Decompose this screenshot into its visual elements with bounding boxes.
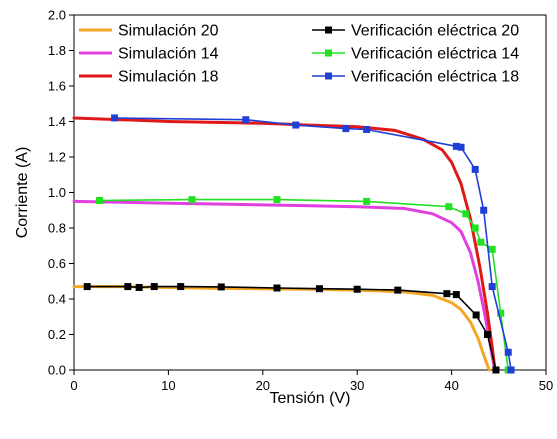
data-point-marker — [135, 283, 143, 291]
data-point-marker — [315, 285, 323, 293]
x-axis-ticks: 0 10 20 30 40 50 — [70, 370, 553, 393]
data-point-marker — [95, 196, 103, 204]
series-verificacion-electrica-18 — [111, 114, 515, 374]
y-axis-ticks: 0.0 0.2 0.4 0.6 0.8 1.0 1.2 1.4 1.6 1.8 2.0 — [48, 8, 74, 378]
data-point-marker — [471, 224, 479, 232]
y-tick-label: 1.6 — [48, 79, 66, 94]
data-point-marker — [111, 114, 119, 122]
legend-marker — [325, 72, 332, 80]
data-point-marker — [177, 283, 185, 291]
data-point-marker — [242, 116, 250, 124]
data-point-marker — [452, 291, 460, 299]
data-point-marker — [273, 196, 281, 204]
series-verificacion-electrica-14 — [95, 196, 512, 374]
data-point-marker — [457, 143, 465, 151]
series-line — [72, 285, 491, 372]
y-tick-label: 0.4 — [48, 292, 66, 307]
legend-label: Verificación eléctrica 14 — [351, 46, 519, 63]
data-point-marker — [342, 125, 350, 133]
data-point-marker — [394, 286, 402, 294]
data-point-marker — [497, 309, 505, 317]
legend-item: Simulación 18 — [79, 69, 219, 86]
legend-marker — [325, 26, 332, 34]
data-point-marker — [483, 331, 491, 338]
series-line — [72, 199, 497, 372]
data-point-marker — [363, 197, 371, 205]
y-tick-label: 2.0 — [48, 8, 66, 23]
legend-item: Verificación eléctrica 14 — [312, 46, 519, 63]
data-point-marker — [353, 285, 361, 293]
data-point-marker — [472, 311, 480, 319]
series-simulacion-20 — [72, 285, 491, 372]
legend-label: Simulación 20 — [118, 23, 219, 40]
x-tick-label: 0 — [70, 378, 77, 393]
data-point-marker — [462, 210, 470, 218]
legend-item: Simulación 20 — [79, 23, 219, 40]
legend-label: Verificación eléctrica 20 — [351, 23, 519, 40]
data-point-marker — [452, 142, 460, 150]
data-point-marker — [363, 125, 371, 133]
y-tick-label: 1.0 — [48, 185, 66, 200]
y-tick-label: 1.4 — [48, 114, 66, 129]
x-tick-label: 10 — [161, 378, 175, 393]
legend-item: Verificación eléctrica 18 — [312, 69, 519, 86]
data-point-marker — [124, 283, 132, 291]
data-point-marker — [480, 206, 488, 214]
legend-label: Simulación 14 — [118, 46, 219, 63]
x-tick-label: 30 — [350, 378, 364, 393]
y-tick-label: 1.8 — [48, 43, 66, 58]
series-simulacion-14 — [72, 199, 497, 372]
data-point-marker — [273, 284, 281, 292]
series-simulacion-18 — [72, 116, 497, 372]
data-point-marker — [504, 348, 512, 356]
x-axis-label: Tensión (V) — [270, 390, 351, 407]
x-tick-label: 40 — [444, 378, 458, 393]
data-point-marker — [150, 283, 158, 291]
y-tick-label: 0.0 — [48, 363, 66, 378]
data-point-marker — [488, 245, 496, 253]
legend-label: Verificación eléctrica 18 — [351, 69, 519, 86]
y-tick-label: 0.6 — [48, 256, 66, 271]
series-verificacion-electrica-20 — [83, 283, 500, 374]
y-tick-label: 0.8 — [48, 221, 66, 236]
legend-item: Verificación eléctrica 20 — [312, 23, 519, 40]
legend-item: Simulación 14 — [79, 46, 219, 63]
data-point-marker — [443, 290, 451, 298]
data-point-marker — [445, 203, 453, 211]
data-point-marker — [477, 238, 485, 246]
series-line — [72, 116, 497, 372]
x-tick-label: 50 — [539, 378, 553, 393]
data-point-marker — [83, 283, 91, 291]
series-layer — [72, 114, 515, 374]
legend: Simulación 20 Simulación 14 Simulación 18 V… — [79, 23, 519, 86]
data-point-marker — [188, 196, 196, 204]
y-tick-label: 0.2 — [48, 327, 66, 342]
data-point-marker — [507, 366, 515, 374]
legend-marker — [325, 49, 332, 57]
data-point-marker — [292, 121, 300, 129]
y-axis-label: Corriente (A) — [14, 147, 31, 239]
data-point-marker — [492, 366, 500, 374]
y-tick-label: 1.2 — [48, 150, 66, 165]
legend-label: Simulación 18 — [118, 69, 219, 86]
x-tick-label: 20 — [256, 378, 270, 393]
data-point-marker — [217, 283, 225, 291]
data-point-marker — [471, 165, 479, 173]
data-point-marker — [488, 283, 496, 291]
